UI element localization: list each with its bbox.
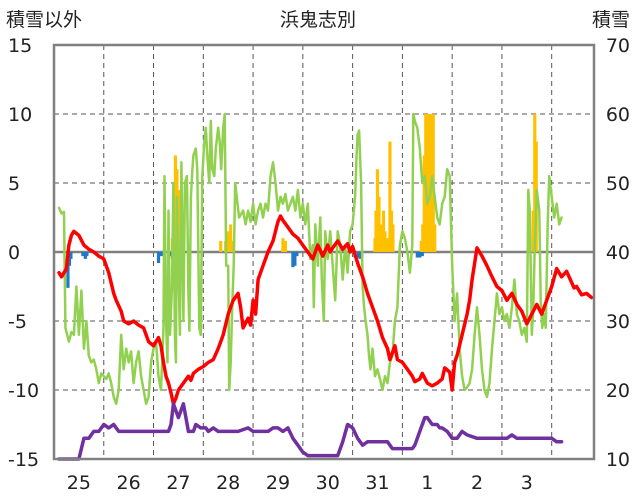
x-tick-label: 28 <box>216 472 240 494</box>
rain-bar <box>159 252 164 257</box>
x-tick-label: 30 <box>316 472 340 494</box>
right-tick-label: 40 <box>606 242 630 264</box>
x-tick-label: 3 <box>521 472 533 494</box>
rain-bar <box>85 252 89 257</box>
snowfall-bar <box>388 141 392 252</box>
snow-depth-line <box>57 402 564 461</box>
left-axis-ticks: 15 10 5 0 -5 -10 -15 <box>8 35 39 471</box>
snowfall-bar <box>378 224 383 252</box>
rain-bar <box>66 252 70 288</box>
snowfall-bar <box>281 238 285 252</box>
left-tick-label: -15 <box>8 449 39 471</box>
temperature-line <box>57 214 594 406</box>
right-tick-label: 50 <box>606 173 630 195</box>
snowfall-bar <box>229 224 233 252</box>
snowfall-bar <box>283 240 288 252</box>
snowfall-bar <box>386 238 390 252</box>
x-tick-label: 29 <box>266 472 290 494</box>
x-tick-label: 1 <box>421 472 433 494</box>
rain-bar <box>81 252 85 257</box>
snowfall-bar <box>433 224 437 252</box>
right-tick-label: 70 <box>606 35 630 57</box>
right-axis-ticks: 70 60 50 40 30 20 10 <box>606 35 630 471</box>
x-tick-label: 25 <box>67 472 91 494</box>
left-axis-label: 積雪以外 <box>6 9 82 31</box>
x-tick-label: 26 <box>117 472 141 494</box>
chart-title: 浜鬼志別 <box>280 9 356 31</box>
x-tick-label: 27 <box>166 472 190 494</box>
rain-bar <box>69 252 73 259</box>
left-tick-label: 15 <box>8 35 32 57</box>
plot-frame <box>52 43 596 461</box>
rain-bar <box>295 252 299 257</box>
series-lines <box>57 112 594 461</box>
x-tick-label: 31 <box>365 472 389 494</box>
rain-bar <box>291 252 295 268</box>
green-series-line <box>57 112 563 406</box>
rain-bar <box>420 252 424 257</box>
right-tick-label: 30 <box>606 311 630 333</box>
left-tick-label: 10 <box>8 104 32 126</box>
right-tick-label: 60 <box>606 104 630 126</box>
right-tick-label: 20 <box>606 380 630 402</box>
right-tick-label: 10 <box>606 449 630 471</box>
right-axis-label: 積雪 <box>592 9 630 31</box>
rain-bar <box>415 252 419 258</box>
left-tick-label: 5 <box>8 173 20 195</box>
rain-bar <box>293 252 297 266</box>
x-tick-label: 2 <box>471 472 483 494</box>
rain-bar <box>156 252 161 264</box>
left-tick-label: -10 <box>8 380 39 402</box>
snowfall-bar <box>226 231 230 252</box>
left-tick-label: -5 <box>8 311 27 333</box>
snowfall-bar <box>219 240 223 252</box>
x-axis-ticks: 25 26 27 28 29 30 31 1 2 3 <box>67 472 533 494</box>
snowfall-bar <box>391 224 395 252</box>
rain-bar <box>418 252 422 258</box>
left-tick-label: 0 <box>8 242 20 264</box>
